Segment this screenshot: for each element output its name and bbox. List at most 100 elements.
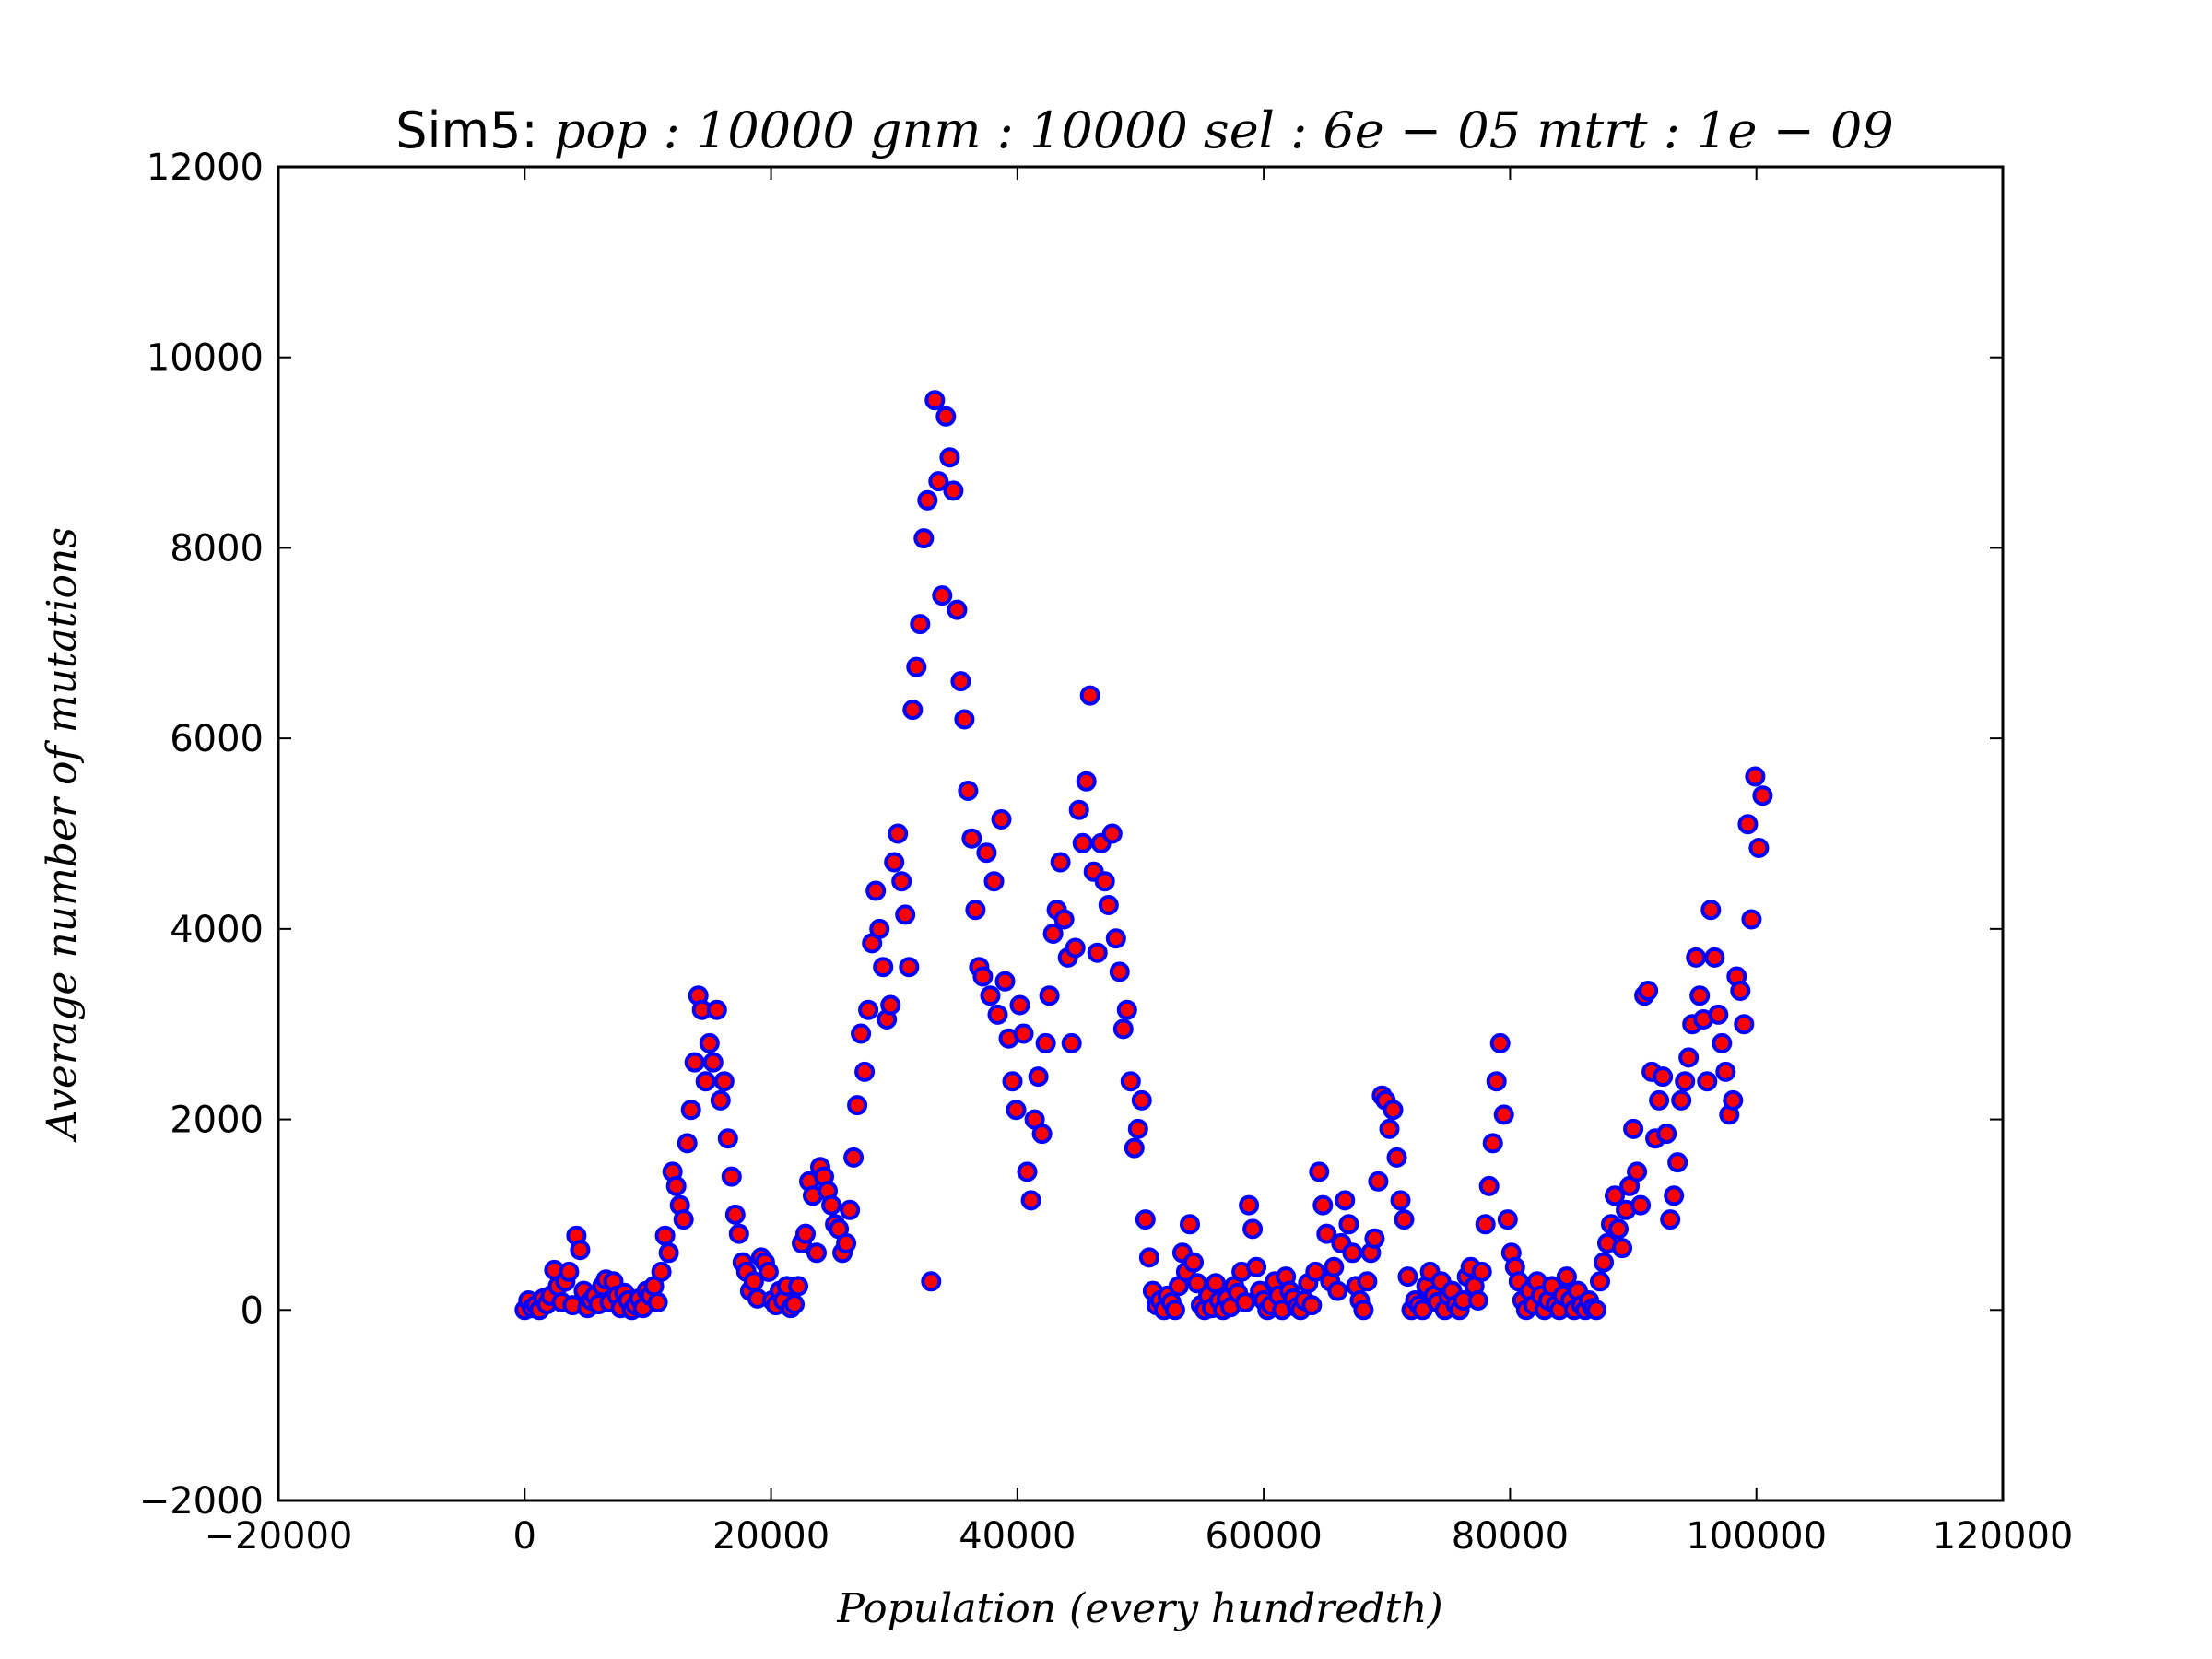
data-point — [1138, 1247, 1159, 1268]
data-point — [1068, 799, 1089, 820]
data-point — [1164, 1300, 1185, 1321]
data-point — [1246, 1256, 1267, 1277]
data-point — [1471, 1261, 1492, 1282]
data-point — [1715, 1061, 1736, 1082]
data-point — [1493, 1104, 1514, 1125]
x-tick-label: 40000 — [959, 1515, 1076, 1558]
data-point — [950, 671, 971, 692]
data-point — [1076, 771, 1097, 792]
data-point — [972, 966, 994, 987]
data-point — [1741, 909, 1762, 930]
data-point — [1335, 1190, 1356, 1211]
data-point — [1135, 1209, 1156, 1230]
data-point — [1065, 937, 1086, 959]
data-point — [1017, 1161, 1038, 1182]
data-point — [1627, 1161, 1648, 1182]
data-point — [983, 871, 1005, 892]
data-point — [1708, 1004, 1729, 1025]
data-point — [980, 985, 1001, 1006]
data-point — [1013, 1023, 1034, 1044]
data-point — [1035, 1032, 1056, 1053]
data-point — [699, 1032, 720, 1053]
data-point — [1730, 981, 1751, 1001]
data-point — [895, 904, 916, 925]
data-point — [1324, 1256, 1345, 1277]
data-point — [684, 1052, 705, 1073]
data-point — [1305, 1261, 1326, 1282]
data-point — [1235, 1292, 1256, 1312]
data-point — [1748, 838, 1770, 858]
data-point — [836, 1232, 857, 1253]
data-point — [1072, 832, 1093, 853]
data-point — [717, 1128, 738, 1149]
data-point — [1734, 1014, 1755, 1035]
y-axis-ticks: −2000 0 2000 4000 6000 8000 10000 12000 — [139, 147, 2003, 1523]
data-point — [902, 700, 924, 721]
data-point — [724, 1204, 746, 1225]
data-point — [821, 1194, 842, 1216]
data-points — [514, 390, 1773, 1321]
x-tick-label: 20000 — [712, 1515, 830, 1558]
data-point — [1723, 1089, 1744, 1111]
data-point — [1390, 1190, 1411, 1211]
y-axis-label: Average number of mutations — [39, 527, 86, 1143]
data-point — [1605, 1185, 1625, 1206]
data-point — [559, 1261, 580, 1282]
chart-title-prefix: Sim5: — [395, 101, 554, 159]
data-point — [1131, 1089, 1152, 1111]
data-point — [1301, 1295, 1323, 1316]
data-point — [1594, 1252, 1614, 1273]
data-point — [1478, 1175, 1500, 1196]
data-point — [673, 1209, 694, 1230]
data-point — [991, 809, 1012, 830]
data-point — [840, 1199, 861, 1220]
data-point — [1638, 981, 1659, 1001]
data-point — [1660, 1209, 1681, 1230]
data-point — [1364, 1228, 1385, 1249]
data-point — [1379, 1118, 1400, 1139]
data-point — [865, 880, 887, 901]
data-point — [943, 480, 964, 501]
data-point — [1664, 1185, 1685, 1206]
data-point — [695, 1071, 716, 1092]
data-point — [869, 918, 890, 939]
data-point — [947, 599, 968, 620]
data-point — [847, 1095, 868, 1116]
data-point — [884, 852, 905, 873]
x-tick-label: 60000 — [1206, 1515, 1323, 1558]
data-point — [1368, 1171, 1389, 1192]
data-point — [958, 781, 979, 801]
data-point — [654, 1225, 676, 1246]
data-point — [651, 1261, 672, 1282]
data-point — [987, 1004, 1008, 1025]
data-point — [1112, 1018, 1134, 1040]
y-tick-label: 8000 — [170, 527, 264, 570]
data-point — [713, 1071, 735, 1092]
data-point — [1079, 685, 1100, 706]
data-point — [1183, 1252, 1204, 1273]
data-point — [1028, 1066, 1049, 1088]
data-point — [1020, 1190, 1041, 1211]
data-point — [1002, 1071, 1023, 1092]
x-axis-ticks: −20000 0 20000 40000 60000 80000 100000 120000 — [205, 167, 2073, 1558]
data-point — [665, 1175, 687, 1196]
data-point — [1338, 1214, 1359, 1235]
data-point — [784, 1294, 805, 1315]
data-point — [1486, 1071, 1507, 1092]
data-point — [677, 1133, 698, 1154]
data-point — [888, 823, 909, 844]
data-point — [1608, 1218, 1629, 1240]
data-point — [924, 390, 946, 411]
data-point — [706, 999, 727, 1020]
data-point — [1497, 1209, 1518, 1230]
data-point — [1242, 1218, 1264, 1240]
data-point — [1752, 785, 1773, 806]
data-point — [1649, 1089, 1670, 1111]
data-point — [910, 614, 931, 635]
data-point — [873, 957, 894, 978]
data-point — [1697, 1071, 1718, 1092]
data-point — [1675, 1071, 1696, 1092]
data-point — [758, 1261, 779, 1282]
data-point — [680, 1100, 701, 1121]
